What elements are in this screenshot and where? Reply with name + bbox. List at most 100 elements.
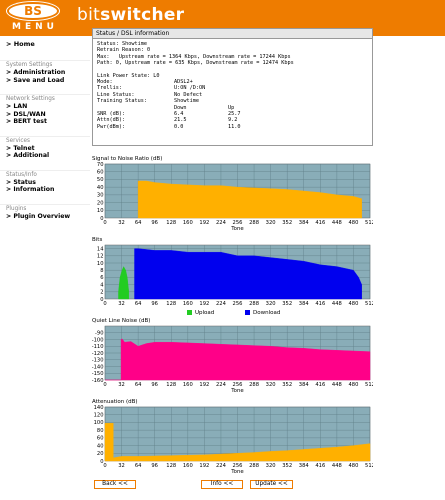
nav-item[interactable]: > Telnet xyxy=(6,144,35,152)
x-tick-label: 416 xyxy=(315,463,325,469)
status-row: Mode: ADSL2+ xyxy=(97,79,368,85)
status-row: SNR (dB): 6.4 25.7 xyxy=(97,111,368,117)
status-cell: Up xyxy=(228,104,235,111)
legend-item: Download xyxy=(245,310,280,317)
y-tick-label: 40 xyxy=(97,185,104,191)
x-tick-label: 256 xyxy=(233,382,243,388)
x-tick-label: 320 xyxy=(266,463,276,469)
x-tick-label: 224 xyxy=(216,382,227,388)
y-tick-label: 20 xyxy=(97,200,104,206)
attenuation-chart: Attenuation (dB) 0 20 40 60 80 100 120 140 0 32 64 9… xyxy=(92,399,373,479)
x-tick-label: 480 xyxy=(348,301,358,307)
x-tick-label: 96 xyxy=(151,220,158,226)
x-tick-label: 320 xyxy=(266,301,276,307)
nav-item[interactable]: > LAN xyxy=(6,103,28,110)
status-cell: No Defect xyxy=(174,91,203,98)
nav-item[interactable]: > Save and Load xyxy=(6,76,65,84)
x-tick-label: 128 xyxy=(166,463,176,469)
y-tick-label: 6 xyxy=(100,275,103,281)
x-tick-label: 448 xyxy=(332,382,342,388)
brand-name: bitswitcher xyxy=(77,5,185,25)
series-area-0 xyxy=(118,266,130,300)
x-tick-label: 64 xyxy=(135,301,142,307)
x-tick-label: 32 xyxy=(118,463,125,469)
chart-title: Bits xyxy=(92,237,103,243)
x-tick-label: 512 xyxy=(365,463,373,469)
x-tick-label: 32 xyxy=(118,220,125,226)
status-row: Line Status: No Defect xyxy=(97,92,368,98)
x-tick-label: 0 xyxy=(103,301,106,307)
nav-home[interactable]: > Home xyxy=(6,40,35,48)
x-axis-label: Tone xyxy=(230,469,244,475)
status-title: Status / DSL information xyxy=(93,29,372,39)
x-tick-label: 192 xyxy=(199,463,209,469)
y-tick-label: 2 xyxy=(100,290,103,296)
series-area-0 xyxy=(105,338,371,381)
x-tick-label: 256 xyxy=(233,301,243,307)
y-tick-label: 0 xyxy=(100,297,103,303)
nav-section-heading: System Settings xyxy=(0,60,90,69)
nav-item[interactable]: > Information xyxy=(6,186,55,193)
chart-title: Quiet Line Noise (dB) xyxy=(92,318,151,324)
x-tick-label: 352 xyxy=(282,382,292,388)
logo[interactable]: BS MENU xyxy=(3,2,63,34)
x-tick-label: 352 xyxy=(282,301,292,307)
y-tick-label: 70 xyxy=(97,162,104,168)
status-cell: SNR (dB): xyxy=(97,111,126,118)
legend-item: Upload xyxy=(187,310,214,317)
y-tick-label: 50 xyxy=(97,177,104,183)
y-tick-label: -140 xyxy=(92,364,104,370)
status-row: Training Status: Showtime xyxy=(97,98,368,104)
x-tick-label: 384 xyxy=(299,220,310,226)
status-cell: Trellis: xyxy=(97,85,122,92)
y-tick-label: 120 xyxy=(94,413,104,419)
y-tick-label: 60 xyxy=(97,170,104,176)
y-tick-label: 14 xyxy=(97,246,104,252)
x-tick-label: 256 xyxy=(233,220,243,226)
x-tick-label: 288 xyxy=(249,220,259,226)
status-cell: Training Status: xyxy=(97,98,147,105)
logo-menu: MENU xyxy=(12,22,58,32)
nav-item[interactable]: > Plugin Overview xyxy=(6,212,71,220)
nav-item[interactable]: > BERT test xyxy=(6,118,47,125)
y-tick-label: -150 xyxy=(92,371,104,377)
y-tick-label: 10 xyxy=(97,261,104,267)
x-tick-label: 416 xyxy=(315,382,325,388)
x-tick-label: 128 xyxy=(166,220,176,226)
x-tick-label: 352 xyxy=(282,220,292,226)
x-tick-label: 192 xyxy=(199,301,209,307)
x-tick-label: 480 xyxy=(348,382,358,388)
legend-swatch xyxy=(245,310,250,315)
nav-section: Plugins > Plugin Overview xyxy=(0,203,90,221)
nav-item[interactable]: > Status xyxy=(6,178,36,186)
x-tick-label: 32 xyxy=(118,301,125,307)
nav-section-heading: Services xyxy=(0,135,90,145)
status-cell: 9.2 xyxy=(228,117,238,124)
status-line: Max: Upstream rate = 1364 Kbps, Downstre… xyxy=(97,53,291,60)
nav-section-heading: Status/Info xyxy=(0,169,90,179)
nav-item[interactable]: > Administration xyxy=(6,69,66,76)
x-tick-label: 0 xyxy=(103,463,106,469)
x-tick-label: 288 xyxy=(249,301,259,307)
y-tick-label: 140 xyxy=(94,405,104,411)
status-cell: Link Power State: L0 xyxy=(97,72,160,79)
y-tick-label: 12 xyxy=(97,254,104,260)
nav-item[interactable]: > DSL/WAN xyxy=(6,110,46,118)
x-tick-label: 512 xyxy=(365,220,373,226)
nav-item[interactable]: > Additional xyxy=(6,152,50,159)
series-area-0 xyxy=(137,180,362,219)
x-tick-label: 384 xyxy=(299,382,310,388)
info-button[interactable]: Info << xyxy=(201,480,243,489)
back-button[interactable]: Back << xyxy=(94,480,136,489)
y-tick-label: -100 xyxy=(92,337,104,343)
x-tick-label: 480 xyxy=(348,463,358,469)
x-tick-label: 64 xyxy=(135,220,142,226)
x-tick-label: 384 xyxy=(299,463,310,469)
update-button[interactable]: Update << xyxy=(250,480,293,489)
x-tick-label: 352 xyxy=(282,463,292,469)
x-tick-label: 128 xyxy=(166,382,176,388)
legend-label: Upload xyxy=(195,310,215,316)
x-tick-label: 96 xyxy=(151,382,158,388)
